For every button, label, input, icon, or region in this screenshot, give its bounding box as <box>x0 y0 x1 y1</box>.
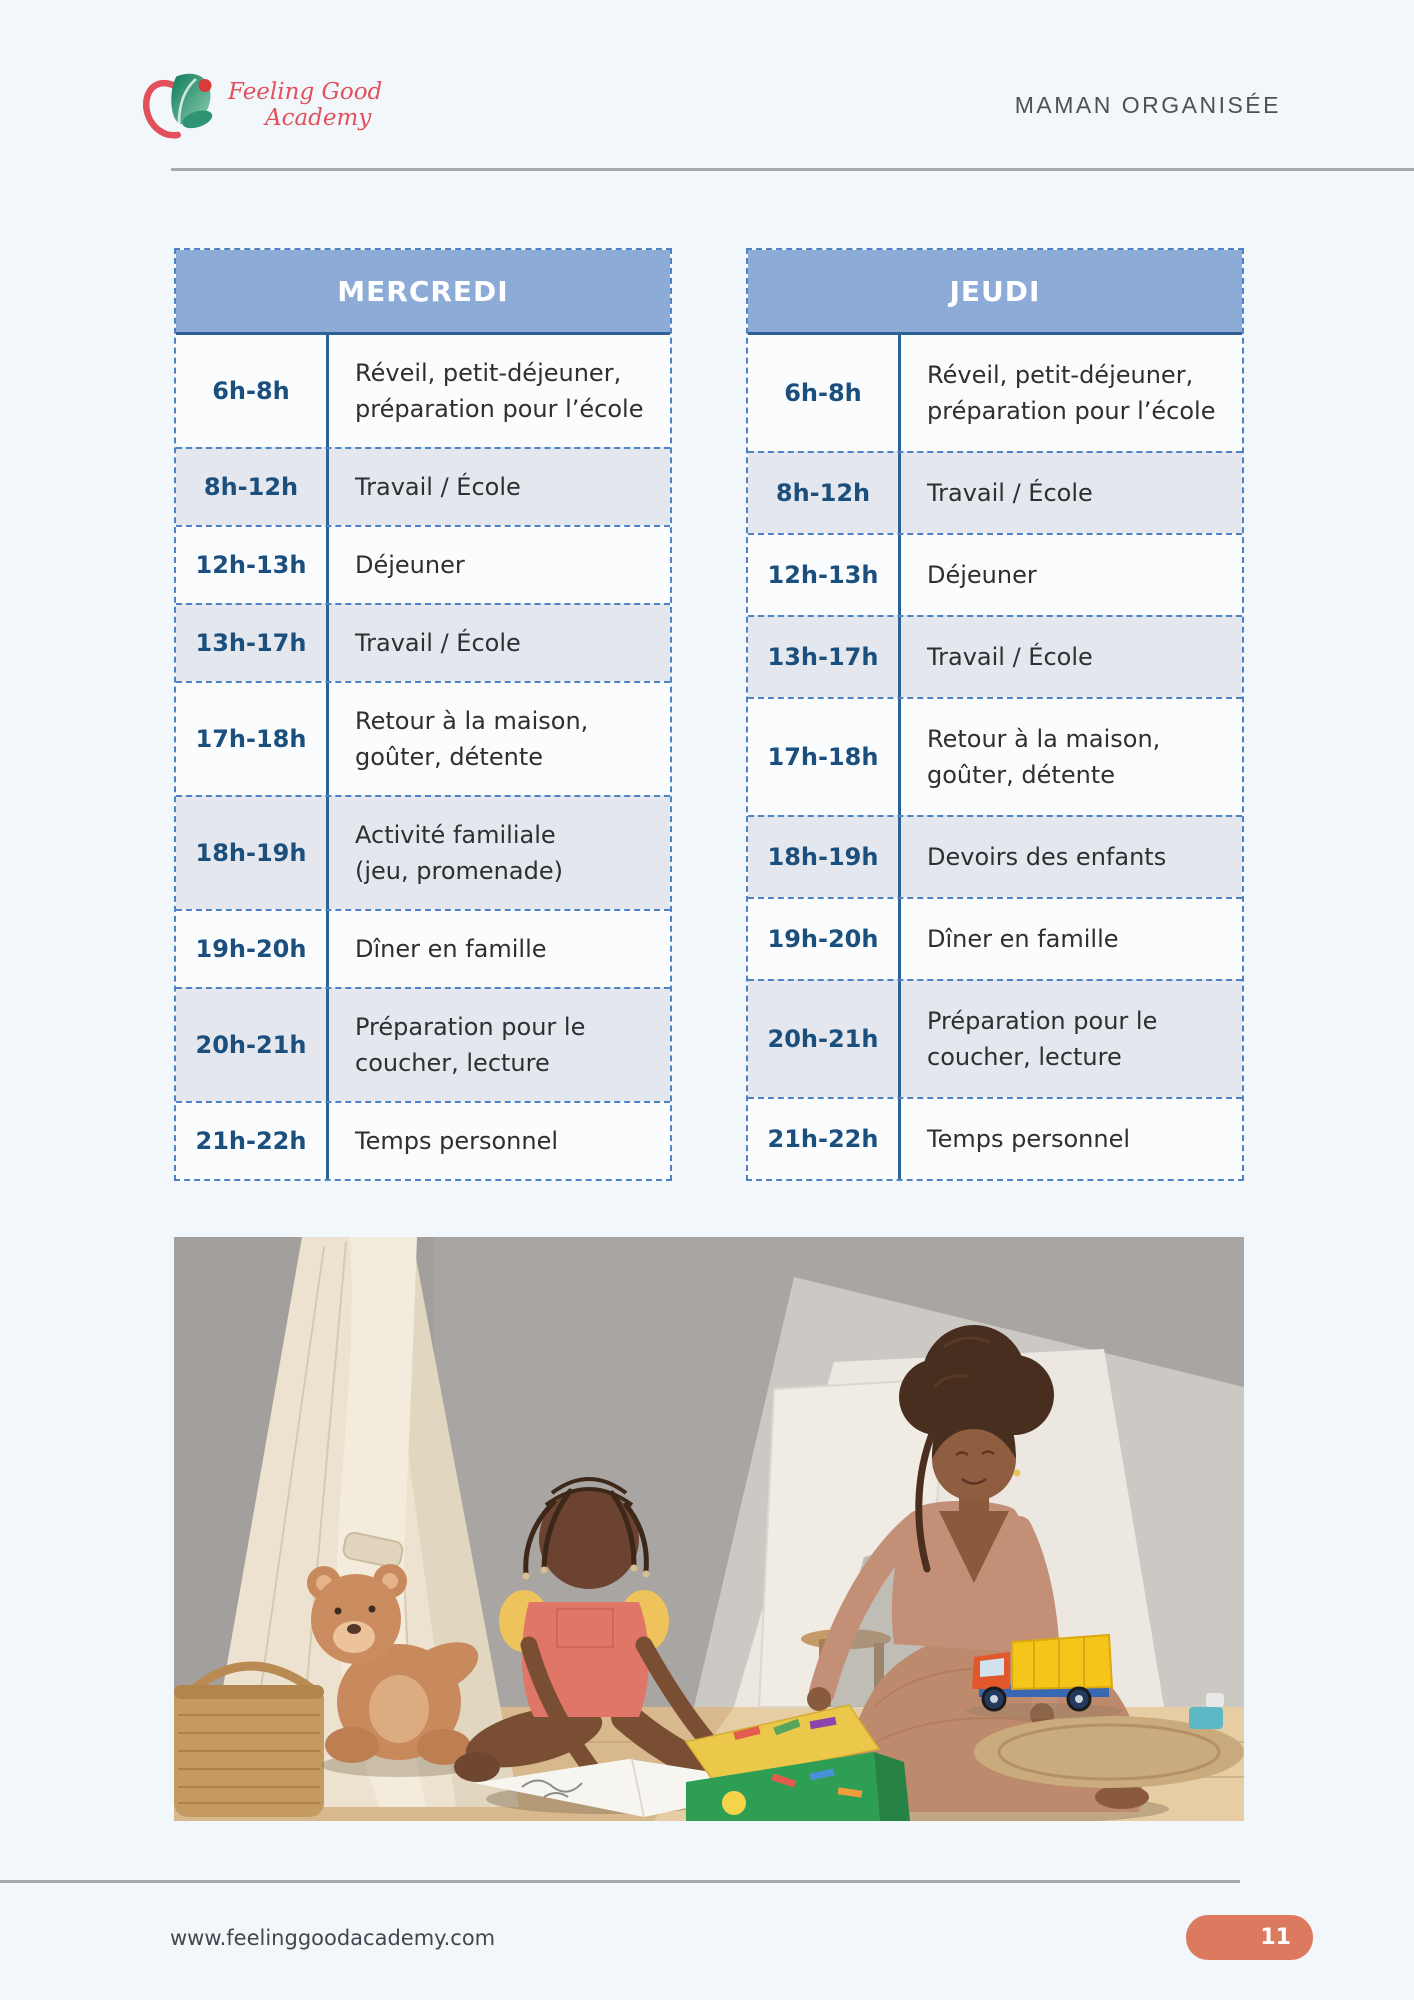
activity-cell: Temps personnel <box>898 1099 1242 1179</box>
page-header: Feeling Good Academy MAMAN ORGANISÉE <box>0 0 1414 168</box>
table-row: 20h-21h Préparation pour le coucher, lec… <box>748 979 1242 1097</box>
schedule-table-jeudi: JEUDI 6h-8h Réveil, petit-déjeuner, prép… <box>746 248 1244 1181</box>
teddy-bear <box>307 1564 479 1777</box>
activity-cell: Retour à la maison, goûter, détente <box>326 683 670 795</box>
time-cell: 17h-18h <box>767 743 879 771</box>
time-cell: 12h-13h <box>767 561 879 589</box>
table-row: 12h-13h Déjeuner <box>748 533 1242 615</box>
table-row: 20h-21h Préparation pour le coucher, lec… <box>176 987 670 1101</box>
schedule-tables: MERCREDI 6h-8h Réveil, petit-déjeuner, p… <box>174 248 1244 1181</box>
table-row: 8h-12h Travail / École <box>176 447 670 525</box>
toy-blocks <box>1189 1693 1224 1729</box>
brand-name: Feeling Good Academy <box>228 79 382 132</box>
time-cell: 8h-12h <box>775 479 871 507</box>
brand-name-line2: Academy <box>264 105 372 131</box>
table-row: 17h-18h Retour à la maison, goûter, déte… <box>176 681 670 795</box>
table-row: 21h-22h Temps personnel <box>748 1097 1242 1179</box>
time-cell: 18h-19h <box>195 839 307 867</box>
header-divider-line <box>171 168 1414 171</box>
schedule-table-mercredi: MERCREDI 6h-8h Réveil, petit-déjeuner, p… <box>174 248 672 1181</box>
toy-dump-truck <box>966 1633 1122 1719</box>
activity-cell: Préparation pour le coucher, lecture <box>326 989 670 1101</box>
page-number: 11 <box>1260 1925 1291 1950</box>
table-row: 18h-19h Activité familiale (jeu, promena… <box>176 795 670 909</box>
activity-cell: Dîner en famille <box>898 899 1242 979</box>
activity-cell: Travail / École <box>898 617 1242 697</box>
table-row: 19h-20h Dîner en famille <box>176 909 670 987</box>
table-row: 8h-12h Travail / École <box>748 451 1242 533</box>
time-cell: 21h-22h <box>767 1125 879 1153</box>
activity-cell: Travail / École <box>898 453 1242 533</box>
table-body: 6h-8h Réveil, petit-déjeuner, préparatio… <box>748 335 1242 1179</box>
time-cell: 6h-8h <box>212 377 290 405</box>
table-row: 17h-18h Retour à la maison, goûter, déte… <box>748 697 1242 815</box>
time-cell: 19h-20h <box>767 925 879 953</box>
time-cell: 17h-18h <box>195 725 307 753</box>
activity-cell: Travail / École <box>326 449 670 525</box>
activity-cell: Retour à la maison, goûter, détente <box>898 699 1242 815</box>
table-header-band: MERCREDI <box>176 250 670 335</box>
wicker-basket <box>174 1661 324 1817</box>
page-content: MERCREDI 6h-8h Réveil, petit-déjeuner, p… <box>0 248 1414 1821</box>
activity-cell: Temps personnel <box>326 1103 670 1179</box>
jute-rug <box>974 1716 1244 1788</box>
activity-cell: Activité familiale (jeu, promenade) <box>326 797 670 909</box>
time-cell: 6h-8h <box>784 379 862 407</box>
table-row: 13h-17h Travail / École <box>176 603 670 681</box>
table-title: MERCREDI <box>337 274 509 308</box>
table-row: 6h-8h Réveil, petit-déjeuner, préparatio… <box>176 335 670 447</box>
activity-cell: Réveil, petit-déjeuner, préparation pour… <box>326 335 670 447</box>
activity-cell: Déjeuner <box>898 535 1242 615</box>
time-cell: 8h-12h <box>203 473 299 501</box>
page-title: MAMAN ORGANISÉE <box>1014 91 1281 118</box>
page-number-badge: 11 <box>1186 1915 1313 1960</box>
time-cell: 18h-19h <box>767 843 879 871</box>
crayon-box <box>684 1704 910 1821</box>
activity-cell: Dîner en famille <box>326 911 670 987</box>
table-row: 18h-19h Devoirs des enfants <box>748 815 1242 897</box>
page-footer: www.feelinggoodacademy.com 11 <box>0 1883 1414 1960</box>
table-row: 21h-22h Temps personnel <box>176 1101 670 1179</box>
activity-cell: Déjeuner <box>326 527 670 603</box>
brand-name-line1: Feeling Good <box>228 78 383 105</box>
family-photo <box>174 1237 1244 1821</box>
table-row: 19h-20h Dîner en famille <box>748 897 1242 979</box>
footer-divider-line <box>0 1880 1240 1883</box>
activity-cell: Travail / École <box>326 605 670 681</box>
table-body: 6h-8h Réveil, petit-déjeuner, préparatio… <box>176 335 670 1179</box>
activity-cell: Devoirs des enfants <box>898 817 1242 897</box>
family-photo-illustration <box>174 1237 1244 1821</box>
time-cell: 19h-20h <box>195 935 307 963</box>
leaf-apple-logo-icon <box>143 73 213 139</box>
activity-cell: Réveil, petit-déjeuner, préparation pour… <box>898 335 1242 451</box>
table-header-band: JEUDI <box>748 250 1242 335</box>
time-cell: 20h-21h <box>195 1031 307 1059</box>
table-row: 13h-17h Travail / École <box>748 615 1242 697</box>
time-cell: 12h-13h <box>195 551 307 579</box>
time-cell: 21h-22h <box>195 1127 307 1155</box>
table-row: 12h-13h Déjeuner <box>176 525 670 603</box>
activity-cell: Préparation pour le coucher, lecture <box>898 981 1242 1097</box>
brand-logo: Feeling Good Academy <box>140 66 382 144</box>
time-cell: 13h-17h <box>767 643 879 671</box>
time-cell: 13h-17h <box>195 629 307 657</box>
time-cell: 20h-21h <box>767 1025 879 1053</box>
footer-website-url: www.feelinggoodacademy.com <box>170 1925 496 1950</box>
table-title: JEUDI <box>949 274 1041 308</box>
table-row: 6h-8h Réveil, petit-déjeuner, préparatio… <box>748 335 1242 451</box>
